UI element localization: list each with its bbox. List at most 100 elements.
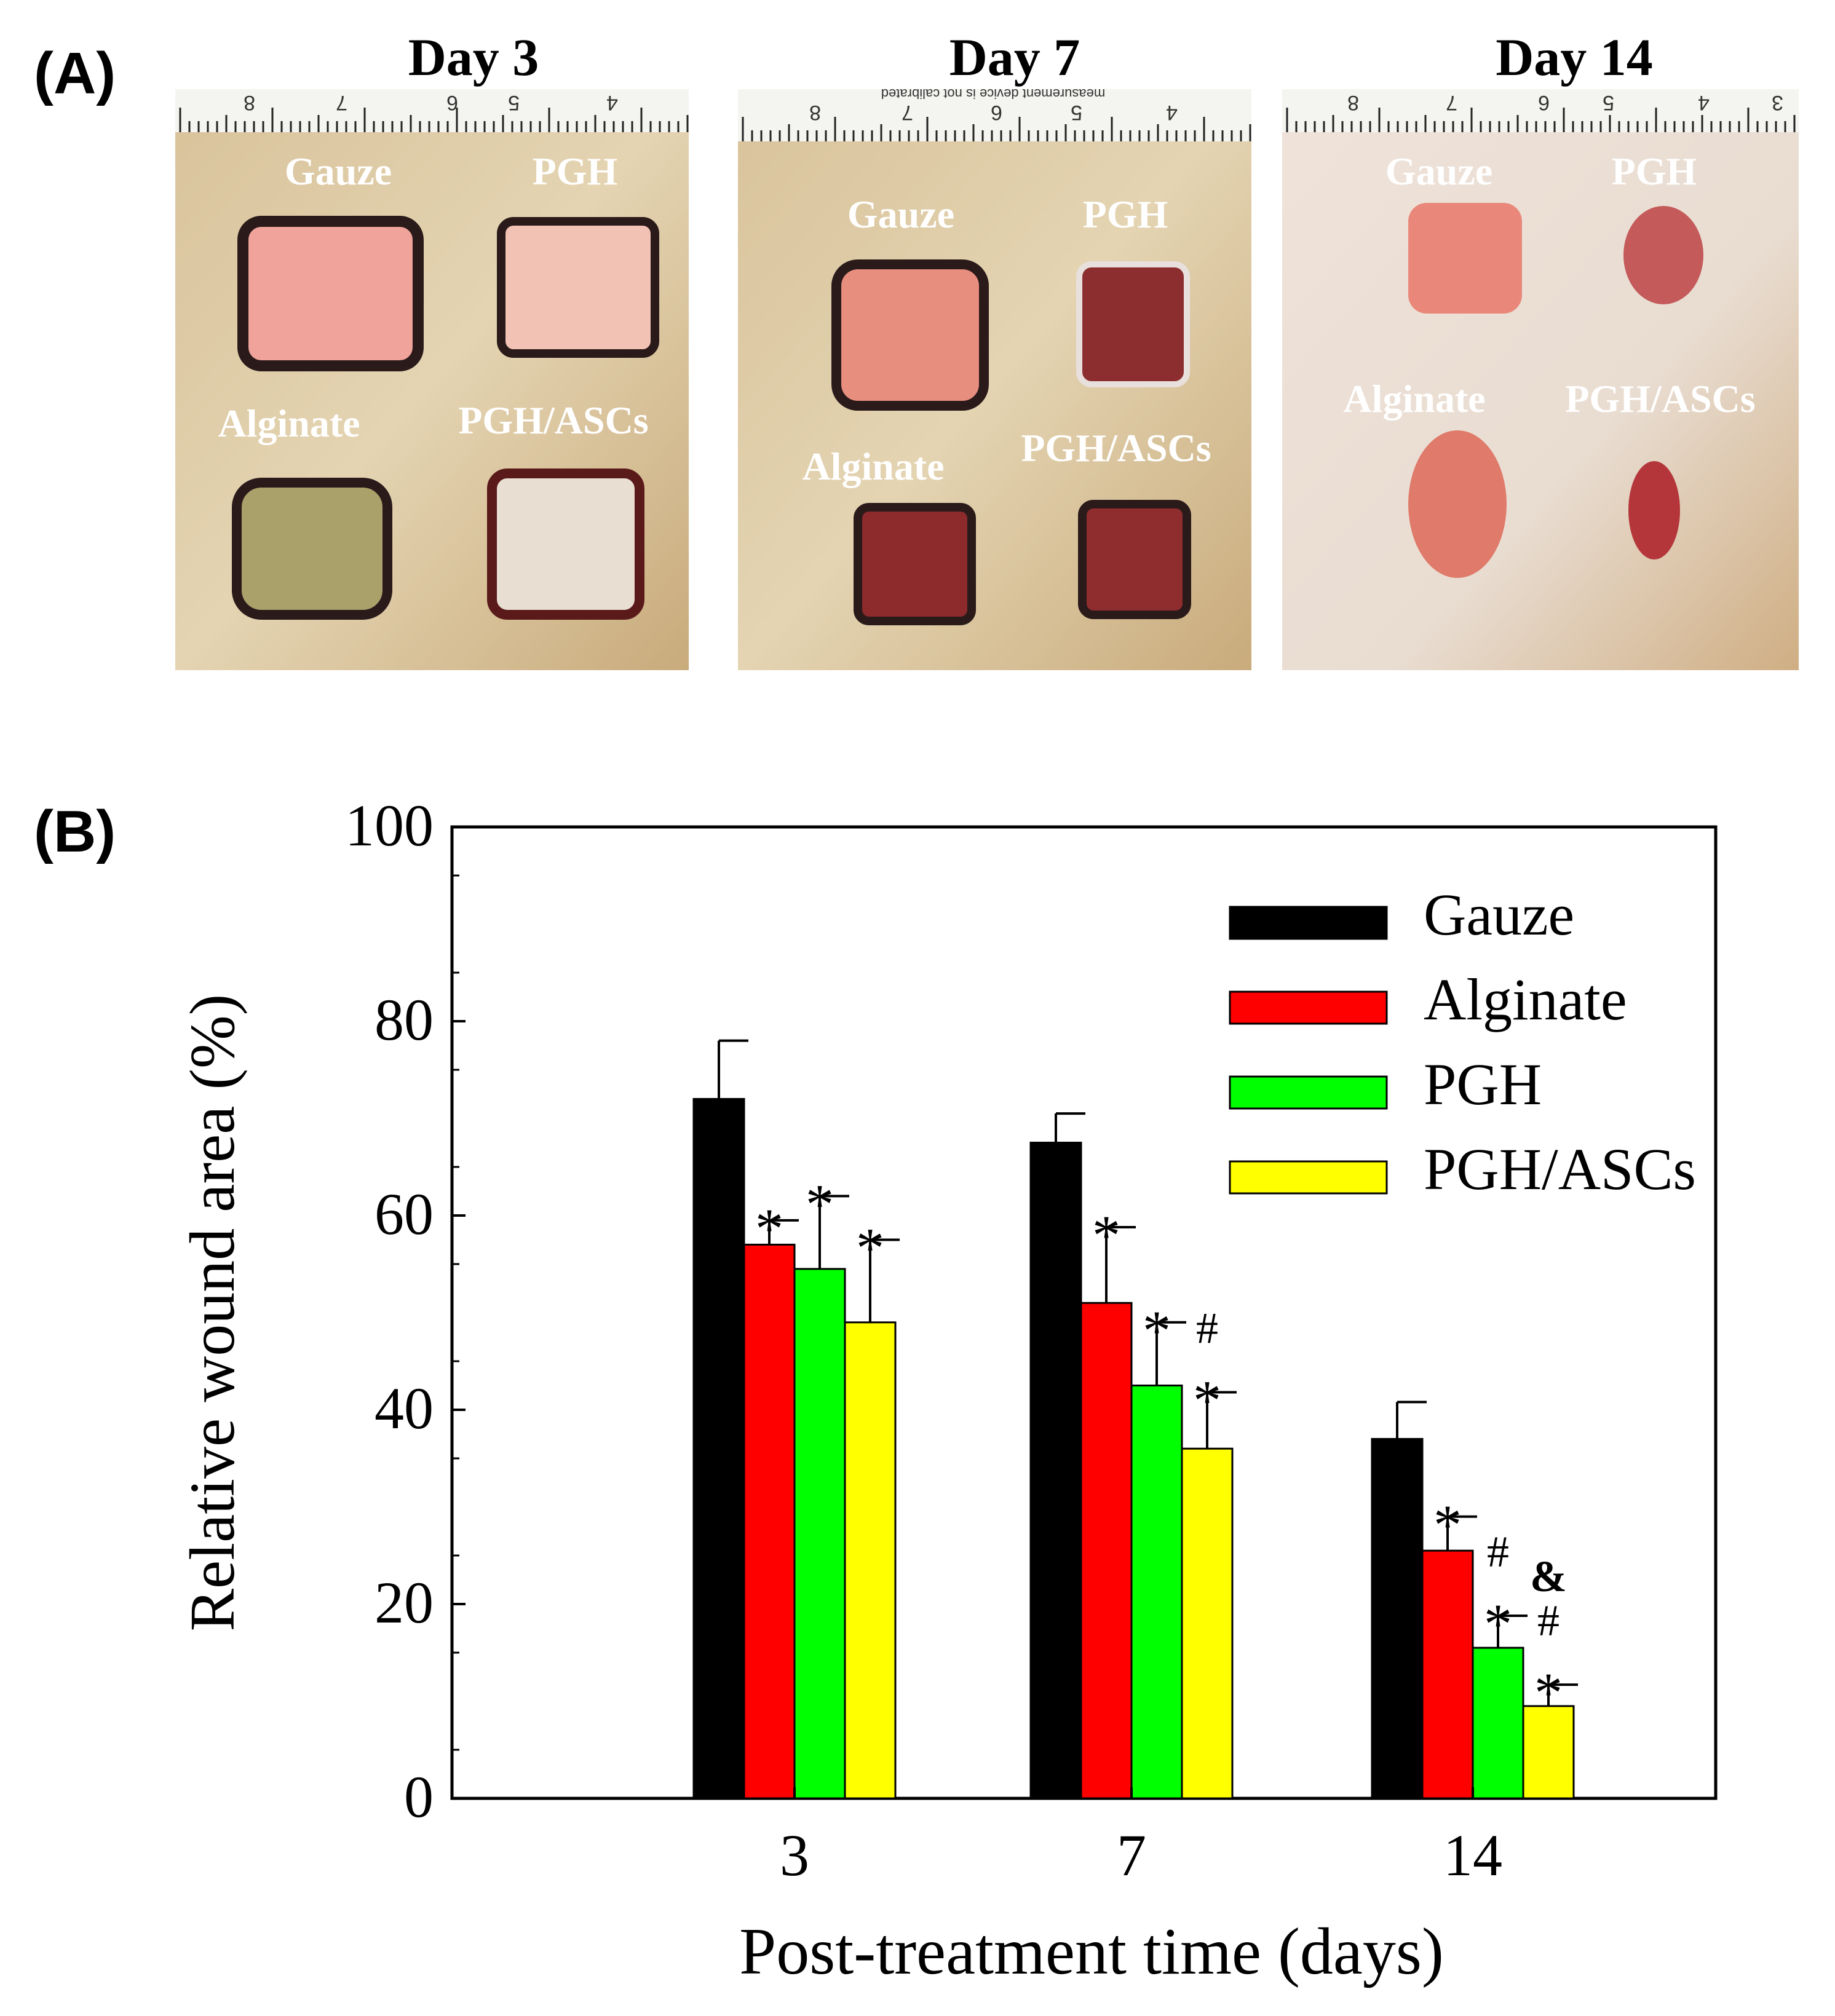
legend-label: PGH <box>1424 1051 1542 1117</box>
photo-background <box>1282 89 1799 670</box>
photo-panel-day-3: Day 3 8 7 6 5 4 Gauze PGH Alginate PGH/A… <box>175 28 689 670</box>
ruler-number: 6 <box>1538 91 1550 114</box>
label-pgh: PGH <box>533 149 618 193</box>
label-pgh: PGH <box>1612 149 1697 193</box>
ruler-number: 8 <box>244 91 255 114</box>
panel-a-label: (A) <box>34 41 116 106</box>
bar <box>793 1268 846 1800</box>
wound-alginate <box>854 503 976 625</box>
significance-marker: # <box>1196 1304 1218 1353</box>
bar-chart: 0 20 40 60 80 100 Relative wound area (%) Post-… <box>177 793 1718 1988</box>
significance-marker: & <box>1530 1552 1567 1601</box>
ruler-caption: measurement device is not calibrated <box>881 86 1105 101</box>
significance-marker: * <box>856 1217 884 1279</box>
significance-marker: * <box>1484 1592 1512 1655</box>
wound-pgh <box>1076 261 1190 387</box>
ruler: 8 7 6 5 4 3 <box>1282 89 1799 132</box>
ruler: 8 7 6 5 4 <box>175 89 689 132</box>
label-gauze: Gauze <box>847 192 954 236</box>
bar <box>743 1243 796 1800</box>
y-tick-label: 20 <box>375 1570 434 1635</box>
y-tick-label: 100 <box>345 793 434 858</box>
significance-marker: * <box>806 1172 834 1235</box>
ruler-number: 7 <box>1446 91 1457 114</box>
ruler-number: 7 <box>336 91 347 114</box>
photo-panel-day-14: Day 14 8 7 6 5 4 3 Gauze PGH Alginate PG… <box>1282 28 1799 670</box>
wound-alginate <box>1408 430 1507 578</box>
significance-marker: * <box>1143 1299 1171 1362</box>
bar <box>1080 1302 1133 1800</box>
legend-label: Gauze <box>1424 882 1574 947</box>
wound-gauze <box>831 259 989 411</box>
wound-pgh-ascs <box>1078 500 1191 619</box>
wound-gauze <box>1408 203 1522 314</box>
x-tick-label: 14 <box>1443 1822 1502 1888</box>
significance-marker: * <box>1092 1204 1120 1267</box>
legend-swatch <box>1229 1075 1388 1110</box>
ruler-strip <box>175 89 689 132</box>
y-tick-label: 80 <box>375 987 434 1053</box>
bar <box>1029 1142 1082 1800</box>
significance-marker: # <box>1487 1527 1509 1576</box>
ruler-strip <box>1282 89 1799 132</box>
label-alginate: Alginate <box>802 445 944 488</box>
bar <box>692 1097 745 1800</box>
ruler-number: 4 <box>1166 101 1178 124</box>
ruler-number: 4 <box>606 91 618 114</box>
ruler-number: 5 <box>508 91 520 114</box>
label-alginate: Alginate <box>1343 377 1485 421</box>
ruler-number: 6 <box>991 101 1002 124</box>
label-pgh-ascs: PGH/ASCs <box>1021 426 1211 470</box>
wound-pgh <box>497 217 659 358</box>
label-pgh: PGH <box>1083 192 1168 236</box>
wound-pgh <box>1623 206 1703 304</box>
bar <box>1371 1437 1424 1800</box>
label-pgh-ascs: PGH/ASCs <box>458 398 648 442</box>
legend-swatch <box>1229 990 1388 1025</box>
legend-label: Alginate <box>1424 966 1627 1032</box>
ruler-number: 3 <box>1772 91 1783 114</box>
x-tick-label: 7 <box>1117 1822 1146 1888</box>
bar <box>1421 1549 1474 1800</box>
ruler: measurement device is not calibrated 8 7… <box>738 86 1251 141</box>
y-tick-label: 40 <box>375 1375 434 1441</box>
photo-title: Day 7 <box>949 28 1080 87</box>
label-gauze: Gauze <box>285 149 392 193</box>
bar <box>844 1321 897 1800</box>
photo-title: Day 3 <box>408 28 539 87</box>
wound-pgh-ascs <box>1628 461 1680 559</box>
significance-marker: * <box>1193 1369 1221 1432</box>
panel-b-label: (B) <box>34 799 116 864</box>
ruler-number: 4 <box>1698 91 1710 114</box>
legend-swatch <box>1229 906 1388 940</box>
bar <box>1130 1385 1183 1800</box>
y-tick-label: 0 <box>404 1764 434 1830</box>
wound-gauze <box>237 216 424 371</box>
label-pgh-ascs: PGH/ASCs <box>1565 377 1755 421</box>
wound-pgh-ascs <box>487 468 644 620</box>
x-axis-label: Post-treatment time (days) <box>739 1915 1444 1988</box>
bar <box>1472 1646 1524 1800</box>
photo-title: Day 14 <box>1496 28 1653 87</box>
legend-swatch <box>1229 1160 1388 1195</box>
ruler-number: 5 <box>1071 101 1082 124</box>
label-gauze: Gauze <box>1385 149 1492 193</box>
significance-marker: # <box>1537 1596 1560 1645</box>
ruler-strip <box>738 89 1251 141</box>
photo-panel-day-7: Day 7 measurement device is not calibrat… <box>738 28 1251 670</box>
label-alginate: Alginate <box>218 401 360 445</box>
ruler-number: 6 <box>446 91 458 114</box>
ruler-number: 5 <box>1603 91 1614 114</box>
ruler-number: 8 <box>809 101 821 124</box>
y-axis-label: Relative wound area (%) <box>177 994 248 1632</box>
y-tick-label: 60 <box>375 1181 434 1247</box>
bar <box>1181 1447 1234 1800</box>
wound-alginate <box>232 478 392 620</box>
significance-marker: * <box>755 1197 783 1260</box>
legend-label: PGH/ASCs <box>1424 1136 1696 1202</box>
x-tick-label: 3 <box>780 1822 809 1888</box>
ruler-number: 7 <box>902 101 913 124</box>
significance-marker: * <box>1433 1493 1462 1556</box>
bar <box>1522 1705 1575 1800</box>
